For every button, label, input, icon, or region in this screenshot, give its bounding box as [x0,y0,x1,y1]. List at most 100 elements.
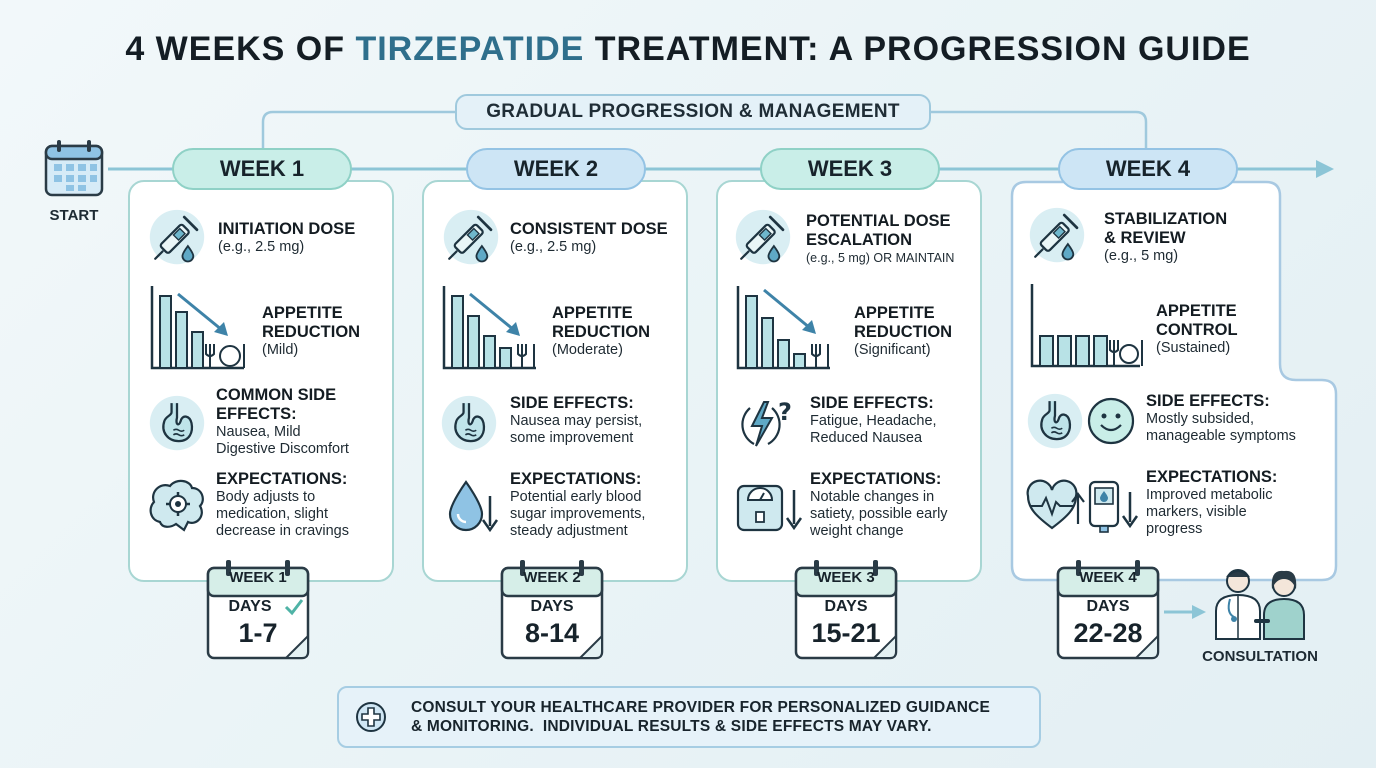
side-effects-line-1: Fatigue, Headache, [810,413,937,429]
calendar-day-range: 8-14 [524,618,580,648]
appetite-title-1: APPETITE [854,304,935,322]
appetite-chart-icon [1030,284,1143,368]
happy-stomach-icon [1026,392,1084,450]
dose-detail: (e.g., 2.5 mg) [218,239,305,255]
side-effects-title: SIDE EFFECTS: [510,394,634,412]
timeline-arrowhead [1316,160,1334,178]
start-calendar-icon [44,140,104,197]
expectations-title: EXPECTATIONS: [810,470,942,488]
disclaimer-line-1: CONSULT YOUR HEALTHCARE PROVIDER FOR PER… [411,699,991,716]
checkmark-icon [284,599,304,616]
side-effects-title-2: EFFECTS: [216,405,297,423]
calendar-days-label: DAYS [1086,598,1130,615]
calendar-day-range: 1-7 [238,618,278,648]
appetite-detail: (Mild) [262,342,299,358]
calendar-week-label: WEEK 4 [1079,569,1137,586]
week-2-badge: WEEK 2 [466,148,646,190]
side-effects-line-2: some improvement [510,430,634,446]
week-3-card: POTENTIAL DOSE ESCALATION (e.g., 5 mg) O… [716,180,982,582]
appetite-title-2: CONTROL [1156,321,1238,339]
disclaimer-box: CONSULT YOUR HEALTHCARE PROVIDER FOR PER… [337,686,1041,748]
expectations-title: EXPECTATIONS: [216,470,348,488]
side-effects-line-2: manageable symptoms [1146,428,1296,444]
appetite-chart-icon [150,286,245,370]
consultation-arrowhead [1192,605,1206,619]
dose-title: INITIATION DOSE [218,220,356,238]
stomach-icon [148,394,206,452]
injection-pen-icon [1028,206,1086,264]
calendar-days-label: DAYS [530,598,574,615]
side-effects-line-1: Mostly subsided, [1146,411,1254,427]
calendar-days-label: DAYS [228,598,272,615]
side-effects-title-1: COMMON SIDE [216,386,337,404]
calendar-day-range: 15-21 [811,618,881,648]
expectations-line-2: medication, slight [216,506,329,522]
expectations-line-3: weight change [810,523,904,539]
calendar-days-label: DAYS [824,598,868,615]
heart-glucose-meter-icon [1026,479,1139,533]
week-1-calendar: WEEK 1 DAYS 1-7 [204,558,312,662]
expectations-line-3: decrease in cravings [216,523,349,539]
appetite-title-2: REDUCTION [552,323,651,341]
svg-text:?: ? [778,398,792,426]
disclaimer-line-2: & MONITORING. INDIVIDUAL RESULTS & SIDE … [411,718,932,735]
week-4-badge: WEEK 4 [1058,148,1238,190]
week-4-card [1010,180,1338,582]
dose-detail: (e.g., 5 mg) [1104,248,1179,264]
progression-label: GRADUAL PROGRESSION & MANAGEMENT [455,94,931,130]
disclaimer-text: CONSULT YOUR HEALTHCARE PROVIDER FOR PER… [411,698,1031,736]
expectations-line-3: steady adjustment [510,523,628,539]
dose-detail: (e.g., 5 mg) OR MAINTAIN [806,251,955,265]
expectations-line-1: Improved metabolic [1146,487,1273,503]
calendar-week-label: WEEK 1 [229,569,287,586]
side-effects-line-2: Reduced Nausea [810,430,923,446]
consultation: CONSULTATION [1190,565,1330,665]
expectations-title: EXPECTATIONS: [510,470,642,488]
consultation-label: CONSULTATION [1202,648,1318,665]
weight-scale-icon [736,484,803,532]
blood-drop-down-icon [448,480,499,533]
appetite-title-1: APPETITE [552,304,633,322]
smiley-face-icon [1087,397,1135,445]
week-4-calendar: WEEK 4 DAYS 22-28 [1054,558,1162,662]
calendar-week-label: WEEK 2 [523,569,581,586]
week-2-calendar: WEEK 2 DAYS 8-14 [498,558,606,662]
expectations-line-3: progress [1146,521,1203,537]
side-effects-line-2: Digestive Discomfort [216,441,349,457]
medical-cross-icon [356,702,386,732]
expectations-line-1: Body adjusts to [216,489,316,505]
appetite-title-2: REDUCTION [262,323,361,341]
start-label: START [49,207,99,224]
expectations-line-2: sugar improvements, [510,506,646,522]
dose-title-2: ESCALATION [806,231,913,249]
start-marker: START [40,138,108,224]
dose-title-1: STABILIZATION [1104,210,1228,228]
week-4-content: STABILIZATION & REVIEW (e.g., 5 mg) APPE… [1010,180,1340,582]
side-effects-title: SIDE EFFECTS: [810,394,934,412]
doctor-patient-icon [1215,569,1305,640]
appetite-title-1: APPETITE [262,304,343,322]
week-1-card: INITIATION DOSE (e.g., 2.5 mg) APPETITE … [128,180,394,582]
dose-title: CONSISTENT DOSE [510,220,668,238]
expectations-line-2: markers, visible [1146,504,1247,520]
expectations-title: EXPECTATIONS: [1146,468,1278,486]
progression-bracket [261,110,1148,150]
stomach-icon [440,394,498,452]
week-3-badge: WEEK 3 [760,148,940,190]
week-2-card: CONSISTENT DOSE (e.g., 2.5 mg) APPETITE … [422,180,688,582]
lightning-question-icon: ? [741,398,792,447]
appetite-chart-icon [736,286,830,370]
appetite-detail: (Sustained) [1156,340,1231,356]
appetite-detail: (Moderate) [552,342,623,358]
expectations-line-1: Potential early blood [510,489,642,505]
expectations-line-1: Notable changes in [810,489,935,505]
page-title: 4 WEEKS OF TIRZEPATIDE TREATMENT: A PROG… [125,30,1251,68]
injection-pen-icon [148,208,206,266]
expectations-line-2: satiety, possible early [810,506,948,522]
appetite-title-2: REDUCTION [854,323,953,341]
injection-pen-icon [442,208,500,266]
calendar-week-label: WEEK 3 [817,569,875,586]
dose-title-2: & REVIEW [1104,229,1186,247]
appetite-title-1: APPETITE [1156,302,1237,320]
appetite-detail: (Significant) [854,342,931,358]
